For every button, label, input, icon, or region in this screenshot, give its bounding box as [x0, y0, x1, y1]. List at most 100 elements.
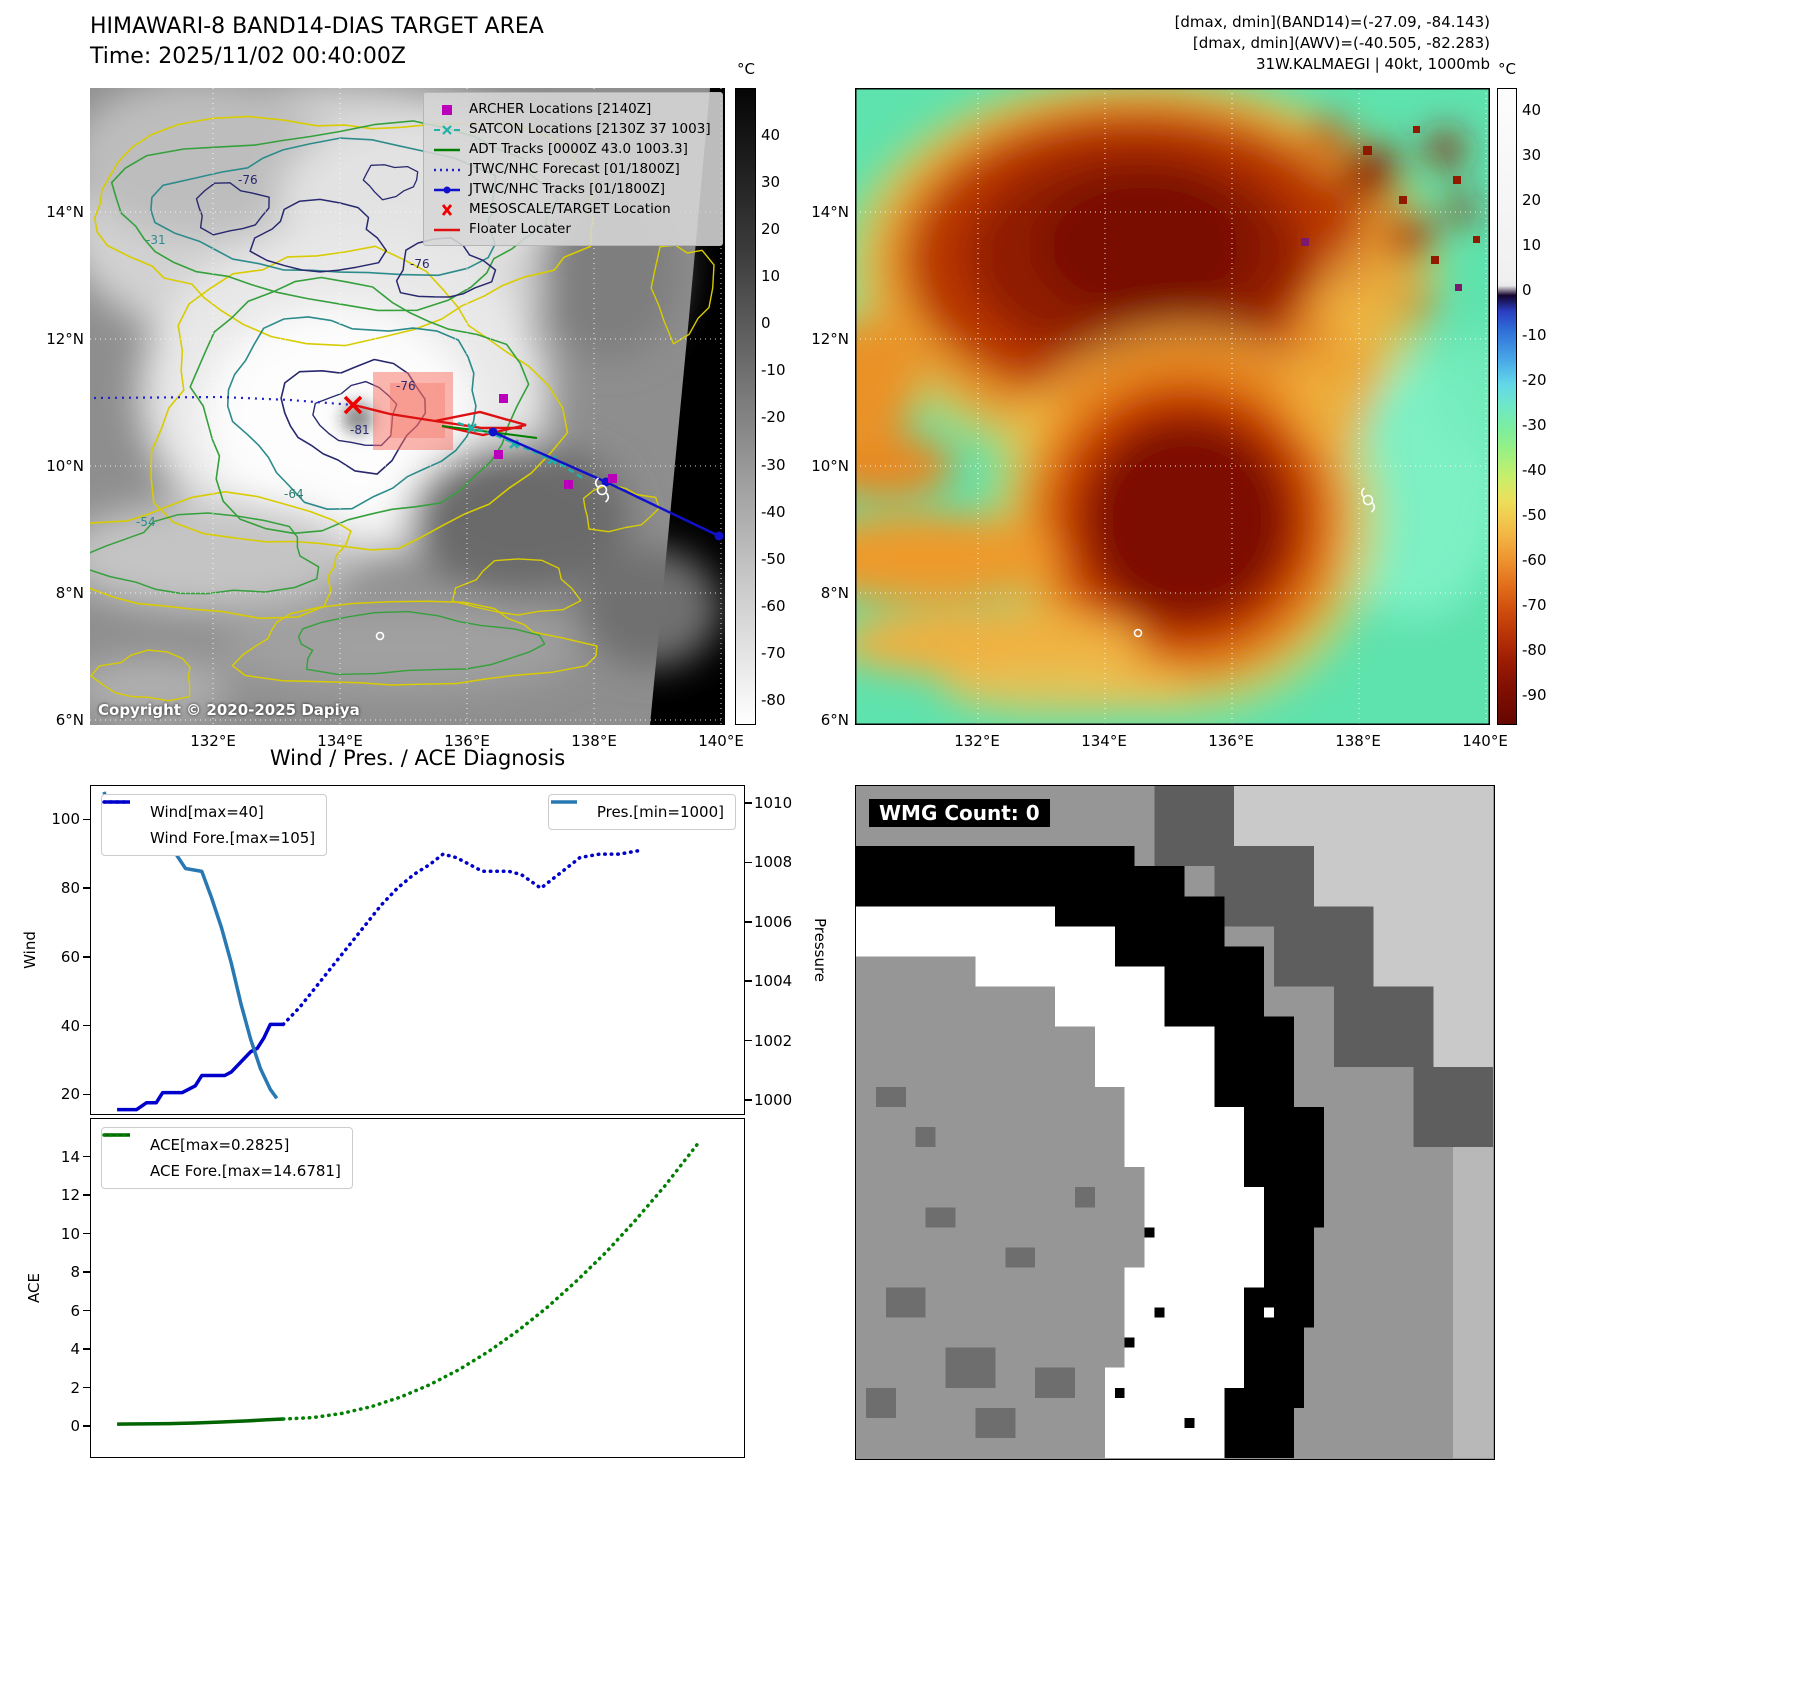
tl-lon-tick-label: 136°E: [444, 732, 490, 750]
tr-lon-tick-label: 132°E: [954, 732, 1000, 750]
pressure-legend: Pres.[min=1000]: [547, 794, 736, 830]
contour-labels: -31 -76 -76 -76 -81 -64 -54: [136, 173, 430, 529]
contour-line: [582, 483, 660, 533]
axis-tick-label: 10: [60, 1224, 80, 1243]
axis-tick-mark: [83, 1194, 90, 1196]
awv-cloud-field: [855, 88, 1490, 716]
tr-lat-tick-label: 8°N: [820, 584, 849, 602]
axis-tick-mark: [83, 1271, 90, 1273]
series-ACE Fore.[max=14.6781]: [281, 1142, 700, 1421]
contour-line: [451, 558, 582, 616]
tr-colorbar-tick-label: -50: [1522, 506, 1547, 524]
axis-tick-mark: [745, 921, 752, 923]
tl-title: HIMAWARI-8 BAND14-DIAS TARGET AREA: [90, 14, 544, 39]
axis-tick-mark: [83, 1386, 90, 1389]
tl-colorbar-tick-label: -70: [761, 643, 786, 662]
mesoscale-target-box: [373, 372, 453, 450]
axis-tick-label: 40: [60, 1016, 80, 1035]
contour-label: -76: [410, 257, 430, 271]
tr-colorbar-tick-label: -30: [1522, 416, 1547, 434]
contour-line: [249, 198, 388, 273]
tl-lat-tick-label: 6°N: [55, 711, 84, 729]
wind-pressure-chart: Wind[max=40] Wind Fore.[max=105] Pres.[m…: [90, 785, 745, 1115]
tr-colorbar-tick-label: 40: [1522, 101, 1542, 119]
tr-lon-tick-label: 136°E: [1208, 732, 1254, 750]
awv-satellite-image: [855, 88, 1490, 725]
wmg-grid-image: [856, 786, 1493, 1458]
legend-item: JTWC/NHC Tracks [01/1800Z]: [432, 179, 714, 199]
legend-label: Pres.[min=1000]: [596, 803, 724, 821]
tr-colorbar-tick-label: -60: [1522, 551, 1547, 569]
legend-label: JTWC/NHC Forecast [01/1800Z]: [469, 161, 680, 177]
axis-tick-label: 6: [70, 1301, 80, 1320]
legend-label: Wind Fore.[max=105]: [150, 829, 316, 847]
jtwc-forecast-track: [93, 395, 355, 407]
archer-location-markers: [494, 394, 617, 489]
axis-tick-label: 20: [60, 1085, 80, 1104]
legend-item: JTWC/NHC Forecast [01/1800Z]: [432, 159, 714, 179]
axis-tick-mark: [83, 1093, 90, 1096]
contour-line: [231, 600, 598, 686]
contour-line: [195, 182, 270, 236]
tl-colorbar-tick-label: 40: [761, 126, 781, 144]
copyright-text: Copyright © 2020-2025 Dapiya: [98, 701, 360, 719]
wmg-lightgray-corner: [1234, 786, 1493, 1067]
axis-tick-label: 4: [70, 1340, 80, 1359]
axis-tick-label: 1006: [754, 912, 793, 931]
tr-lon-tick-label: 134°E: [1081, 732, 1127, 750]
wmg-gray-patches: [865, 1086, 1095, 1438]
tl-colorbar-tick-label: 10: [761, 267, 781, 286]
latlon-grid: [90, 88, 725, 725]
wmg-count-badge: WMG Count: 0: [869, 799, 1050, 827]
tr-lat-axis: 14°N 12°N 10°N 8°N 6°N: [793, 202, 849, 730]
legend-item: Floater Locater: [432, 219, 714, 239]
tl-colorbar-ticks: 40 30 20 10 0 -10 -20 -30 -40 -50 -60 -70 -80: [761, 125, 801, 710]
ace-plot-area: [117, 1142, 700, 1426]
legend-label: JTWC/NHC Tracks [01/1800Z]: [469, 181, 666, 197]
contour-line: [90, 649, 191, 702]
tl-colorbar-tick-label: 0: [761, 314, 771, 333]
ace-chart: ACE[max=0.2825] ACE Fore.[max=14.6781]: [90, 1118, 745, 1458]
legend-label: MESOSCALE/TARGET Location: [469, 201, 671, 217]
tr-header-band14: [dmax, dmin](BAND14)=(-27.09, -84.143): [1174, 13, 1490, 31]
tl-lon-tick-label: 132°E: [190, 732, 236, 750]
mesoscale-target-box-inner: [390, 383, 445, 438]
contour-line: [650, 244, 715, 345]
legend-item: SATCON Locations [2130Z 37 1003]: [432, 119, 714, 139]
axis-tick-label: 1000: [754, 1091, 793, 1110]
tl-subtitle: Time: 2025/11/02 00:40:00Z: [90, 44, 406, 69]
tl-lat-tick-label: 8°N: [55, 584, 84, 602]
tr-colorbar: [1497, 88, 1517, 725]
axis-tick-mark: [83, 887, 90, 889]
tr-colorbar-tick-label: -10: [1522, 326, 1547, 344]
ace-forecast-dotted-icon: [102, 1133, 143, 1178]
target-x-icon: [432, 202, 462, 216]
contour-line: [90, 491, 352, 620]
wmg-panel: WMG Count: 0: [855, 785, 1495, 1460]
axis-tick-label: 2: [70, 1378, 80, 1397]
legend-item: Wind[max=40]: [104, 800, 315, 822]
contour-label: -76: [238, 173, 258, 187]
axis-tick-label: 80: [60, 879, 80, 898]
tl-lat-tick-label: 10°N: [46, 457, 84, 475]
tr-colorbar-unit: °C: [1498, 60, 1516, 78]
axis-tick-mark: [83, 1348, 90, 1350]
typhoon-symbol: [375, 477, 610, 641]
contour-label: -64: [284, 487, 304, 501]
contour-line: [297, 610, 546, 676]
tl-lat-axis: 14°N 12°N 10°N 8°N 6°N: [28, 202, 84, 730]
legend-label: SATCON Locations [2130Z 37 1003]: [469, 121, 711, 137]
tl-lon-tick-label: 138°E: [571, 732, 617, 750]
axis-tick-mark: [745, 980, 752, 982]
tl-lat-tick-label: 14°N: [46, 203, 84, 221]
archer-square-icon: [432, 102, 462, 116]
legend-item: ACE Fore.[max=14.6781]: [102, 1133, 341, 1181]
axis-tick-mark: [83, 1232, 90, 1235]
tr-colorbar-tick-label: -80: [1522, 641, 1547, 659]
tr-colorbar-tick-label: 20: [1522, 191, 1542, 209]
mesoscale-target-marker: [343, 395, 363, 415]
wind-legend: Wind[max=40] Wind Fore.[max=105]: [101, 794, 328, 856]
legend-label: Floater Locater: [469, 221, 571, 237]
tr-header-awv: [dmax, dmin](AWV)=(-40.505, -82.283): [1192, 34, 1490, 52]
